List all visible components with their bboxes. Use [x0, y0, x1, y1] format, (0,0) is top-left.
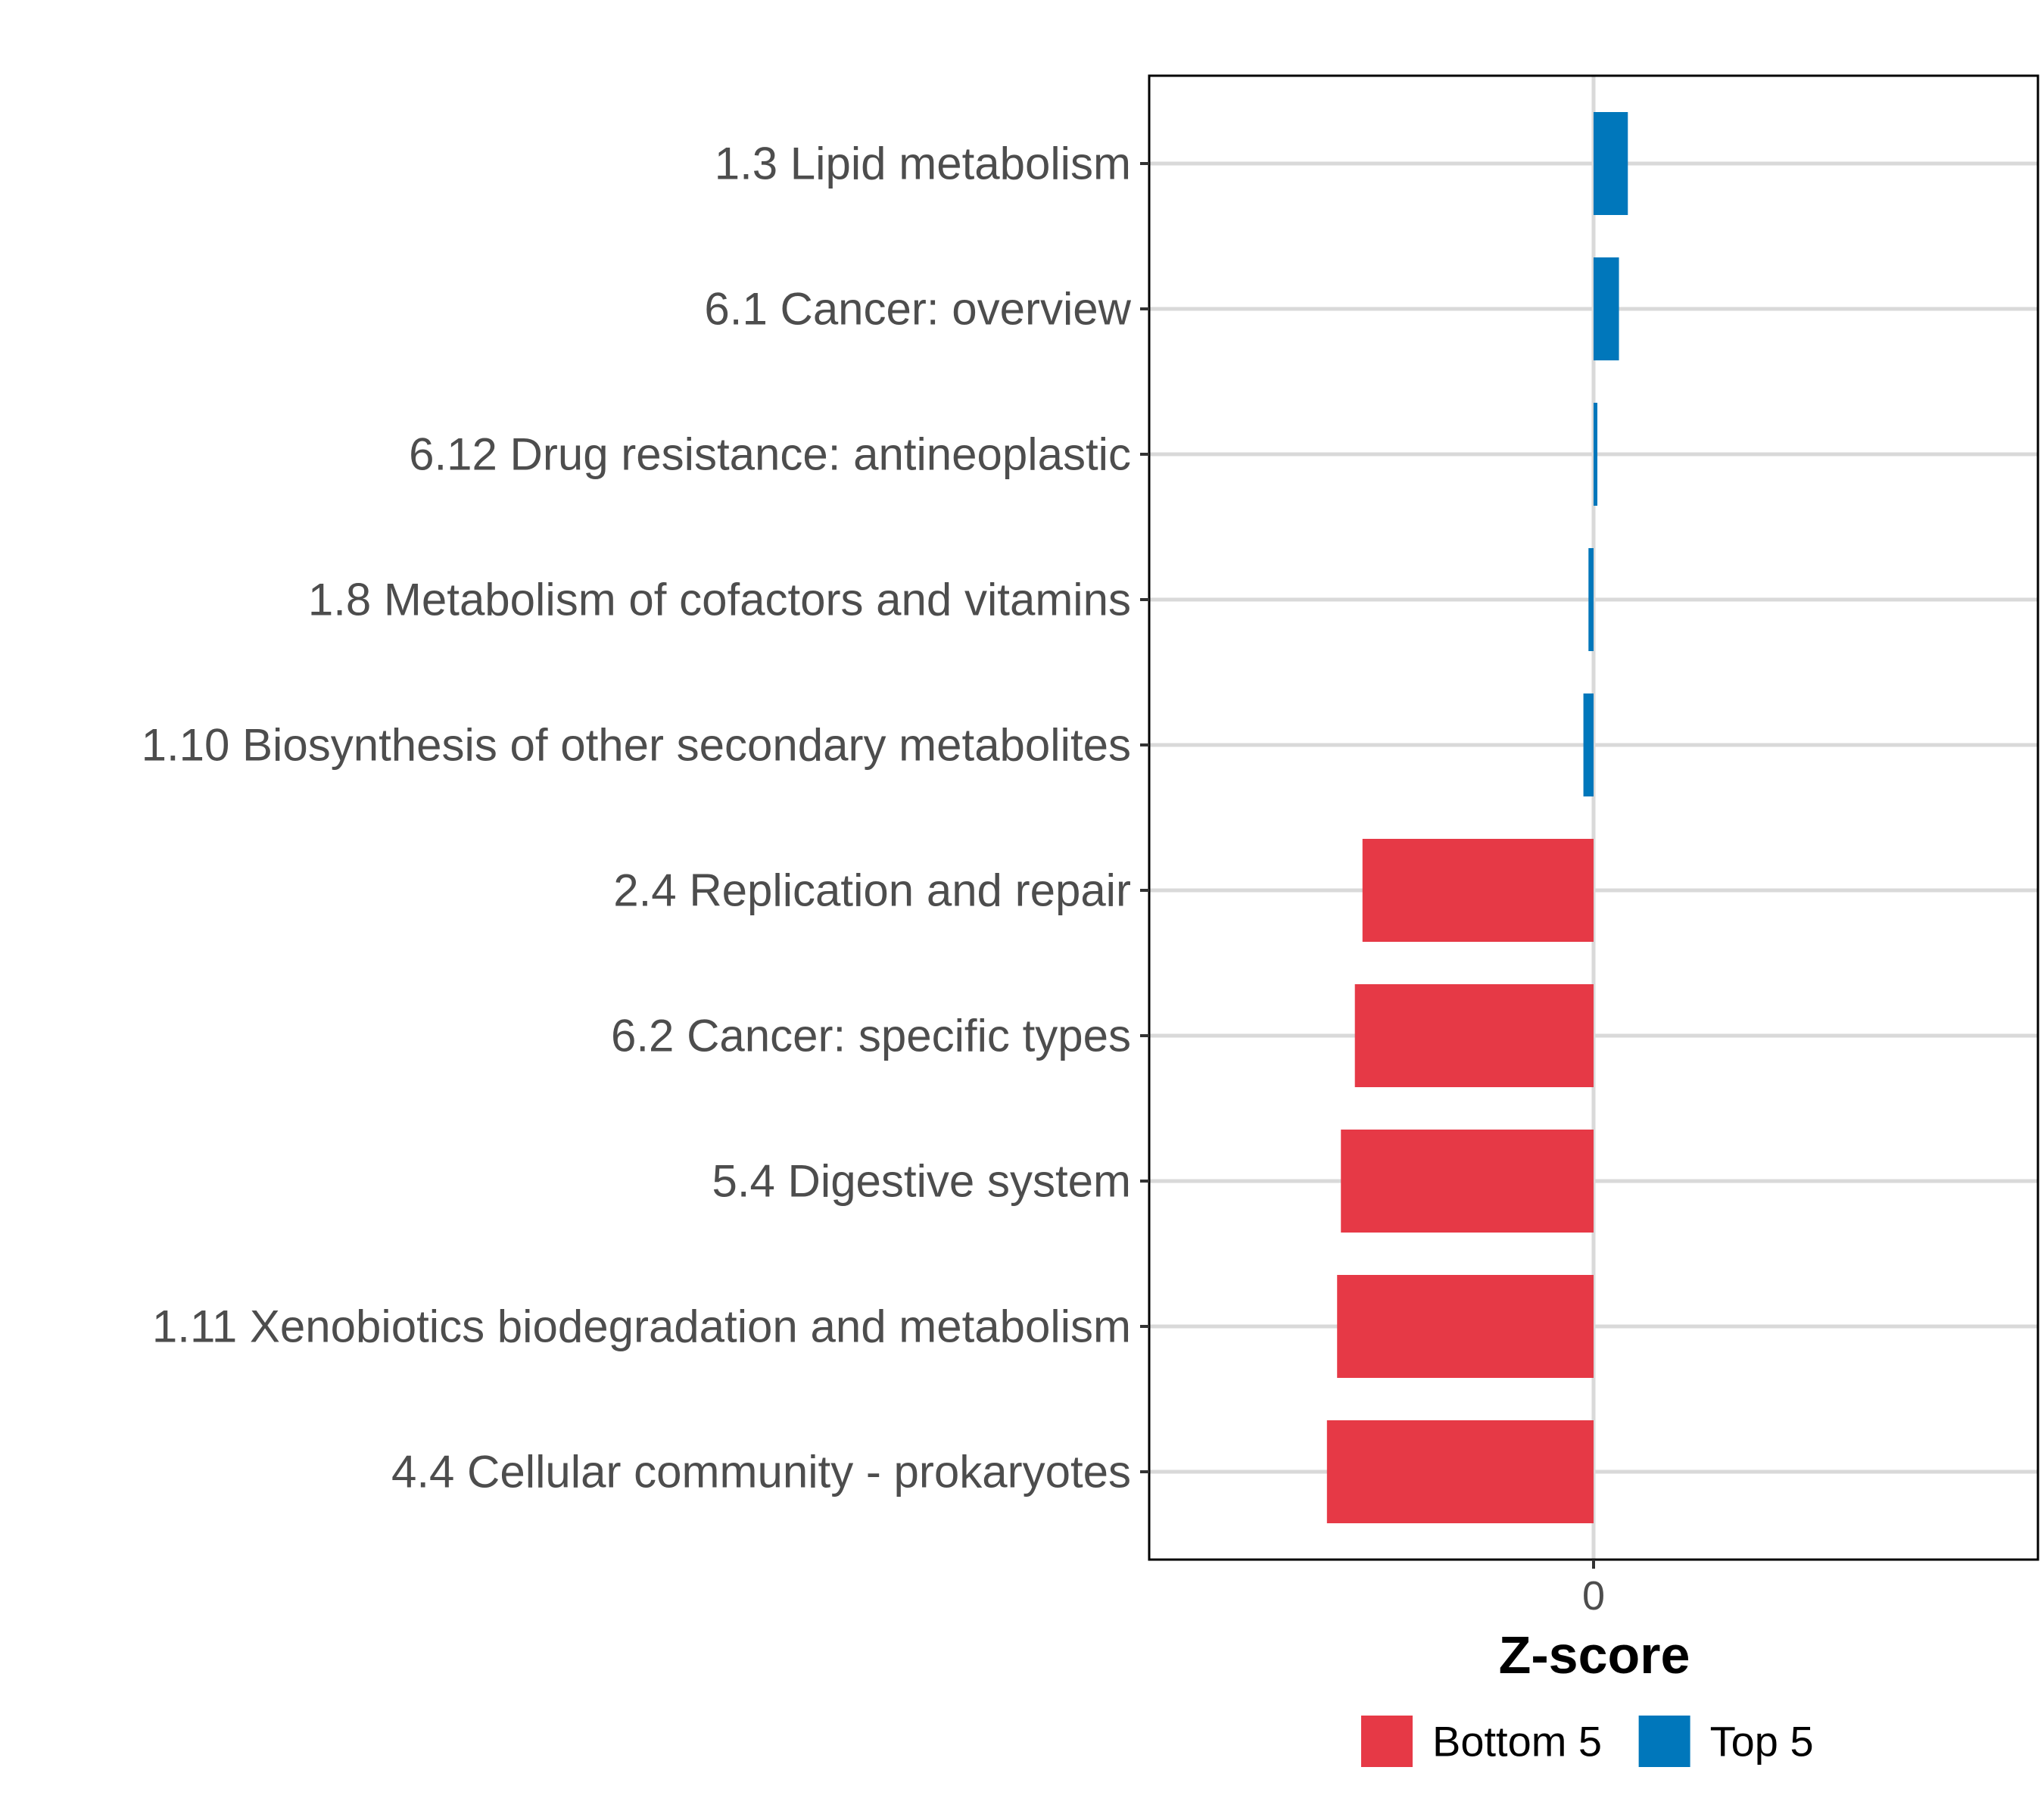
y-tick-label: 1.3 Lipid metabolism — [715, 139, 1131, 189]
y-tick-label: 4.4 Cellular community - prokaryotes — [391, 1447, 1131, 1498]
y-tick-label: 1.10 Biosynthesis of other secondary met… — [142, 720, 1131, 771]
y-tick-label: 5.4 Digestive system — [712, 1156, 1131, 1207]
y-tick-label: 6.2 Cancer: specific types — [611, 1011, 1131, 1061]
legend-swatch — [1360, 1716, 1413, 1767]
bar — [1362, 839, 1594, 942]
x-tick-label: 0 — [1582, 1573, 1605, 1619]
legend-label: Top 5 — [1710, 1718, 1814, 1766]
bar — [1326, 1420, 1594, 1523]
bar — [1588, 548, 1594, 651]
legend: Bottom 5 Top 5 — [1360, 1716, 1814, 1767]
y-tick-label: 2.4 Replication and repair — [613, 865, 1131, 916]
y-tick-label: 1.11 Xenobiotics biodegradation and meta… — [152, 1301, 1131, 1352]
bar — [1341, 1130, 1594, 1233]
bar — [1594, 403, 1598, 506]
bars — [1326, 112, 1628, 1523]
y-tick-label: 1.8 Metabolism of cofactors and vitamins — [308, 575, 1131, 625]
bar — [1337, 1275, 1594, 1378]
y-axis: 1.3 Lipid metabolism 6.1 Cancer: overview… — [142, 139, 1149, 1498]
y-tick-label: 6.1 Cancer: overview — [704, 284, 1131, 335]
bar — [1583, 693, 1594, 796]
bar — [1354, 984, 1594, 1087]
legend-label: Bottom 5 — [1432, 1718, 1602, 1766]
x-axis: 0 — [1582, 1560, 1605, 1619]
legend-swatch — [1638, 1716, 1690, 1767]
y-tick-label: 6.12 Drug resistance: antineoplastic — [409, 429, 1131, 480]
bar — [1594, 257, 1619, 360]
bar — [1594, 112, 1628, 215]
x-axis-title: Z-score — [1499, 1625, 1690, 1685]
